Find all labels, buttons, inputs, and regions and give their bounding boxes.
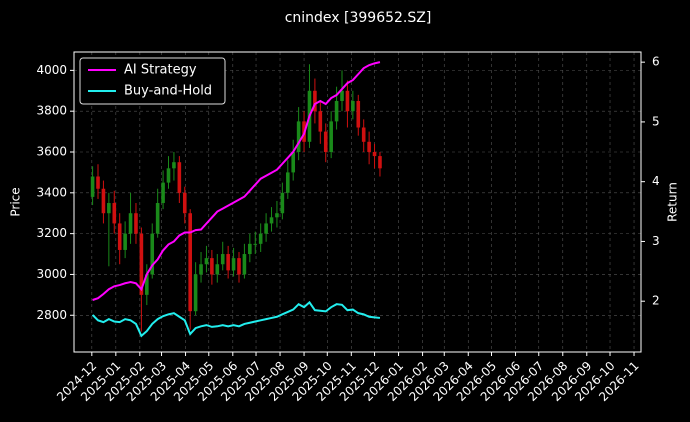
candle-body — [258, 233, 263, 244]
candle-body — [150, 233, 155, 275]
chart-title: cnindex [399652.SZ] — [285, 10, 432, 26]
candle-body — [296, 121, 301, 152]
y-axis-label: Price — [9, 187, 23, 216]
y-tick-label: 2800 — [36, 308, 67, 322]
candle-body — [139, 233, 144, 295]
candle-body — [361, 127, 366, 142]
candle-body — [237, 258, 241, 275]
y-tick-label: 3600 — [36, 145, 67, 159]
candle-body — [291, 152, 296, 173]
line-series — [91, 300, 381, 338]
y-tick-label: 3400 — [36, 185, 67, 199]
candle-body — [269, 217, 274, 224]
candle-body — [372, 152, 377, 157]
candle-body — [334, 100, 339, 122]
y2-tick-label: 6 — [652, 55, 660, 69]
candle-body — [96, 176, 100, 189]
candle-body — [356, 100, 361, 128]
line-series — [92, 61, 381, 301]
candle-body — [210, 258, 214, 275]
candle-body — [204, 258, 209, 265]
candle-body — [248, 243, 252, 255]
y-tick-label: 4000 — [36, 63, 67, 77]
candle-body — [345, 90, 350, 112]
candle-body — [275, 213, 279, 218]
candle-body — [161, 182, 165, 204]
y2-tick-label: 4 — [652, 174, 660, 188]
candle-body — [117, 223, 122, 250]
y-tick-label: 3800 — [36, 104, 67, 118]
y-tick-label: 3200 — [36, 226, 67, 240]
candle-body — [351, 100, 355, 112]
candle-body — [264, 223, 268, 234]
candle-body — [155, 203, 160, 234]
legend-label: Buy-and-Hold — [124, 84, 212, 99]
candle-body — [220, 254, 225, 265]
y2-tick-label: 5 — [652, 114, 660, 128]
candle-body — [313, 90, 317, 112]
candle-body — [177, 162, 182, 193]
candle-body — [323, 131, 328, 152]
candle-body — [90, 176, 95, 197]
candle-body — [101, 188, 106, 214]
candle-body — [242, 254, 247, 275]
y2-axis-label: Return — [666, 182, 680, 222]
candle-body — [318, 111, 323, 132]
candle-body — [145, 274, 149, 295]
plot-frame — [73, 51, 642, 353]
candle-body — [188, 213, 192, 312]
candle-body — [231, 258, 236, 271]
candle-body — [367, 141, 371, 152]
candle-body — [253, 243, 258, 245]
candle-body — [199, 264, 203, 275]
candle-body — [107, 203, 111, 214]
y2-tick-label: 2 — [652, 294, 660, 308]
candle-body — [193, 274, 198, 312]
candle-body — [280, 192, 285, 214]
candle-body — [172, 162, 176, 169]
candle-body — [166, 168, 171, 183]
candle-body — [340, 90, 344, 101]
candle-body — [285, 172, 290, 193]
candle-body — [215, 264, 220, 275]
legend-box — [79, 57, 226, 105]
candle-body — [134, 213, 138, 234]
y-tick-label: 3000 — [36, 267, 67, 281]
candle-body — [226, 254, 230, 271]
candle-body — [378, 156, 382, 169]
y2-tick-label: 3 — [652, 234, 660, 248]
legend-label: AI Strategy — [124, 63, 197, 78]
candle-body — [329, 121, 333, 152]
candle-body — [112, 203, 117, 224]
candle-body — [123, 233, 127, 250]
candle-body — [128, 213, 133, 234]
candle-body — [182, 192, 187, 214]
